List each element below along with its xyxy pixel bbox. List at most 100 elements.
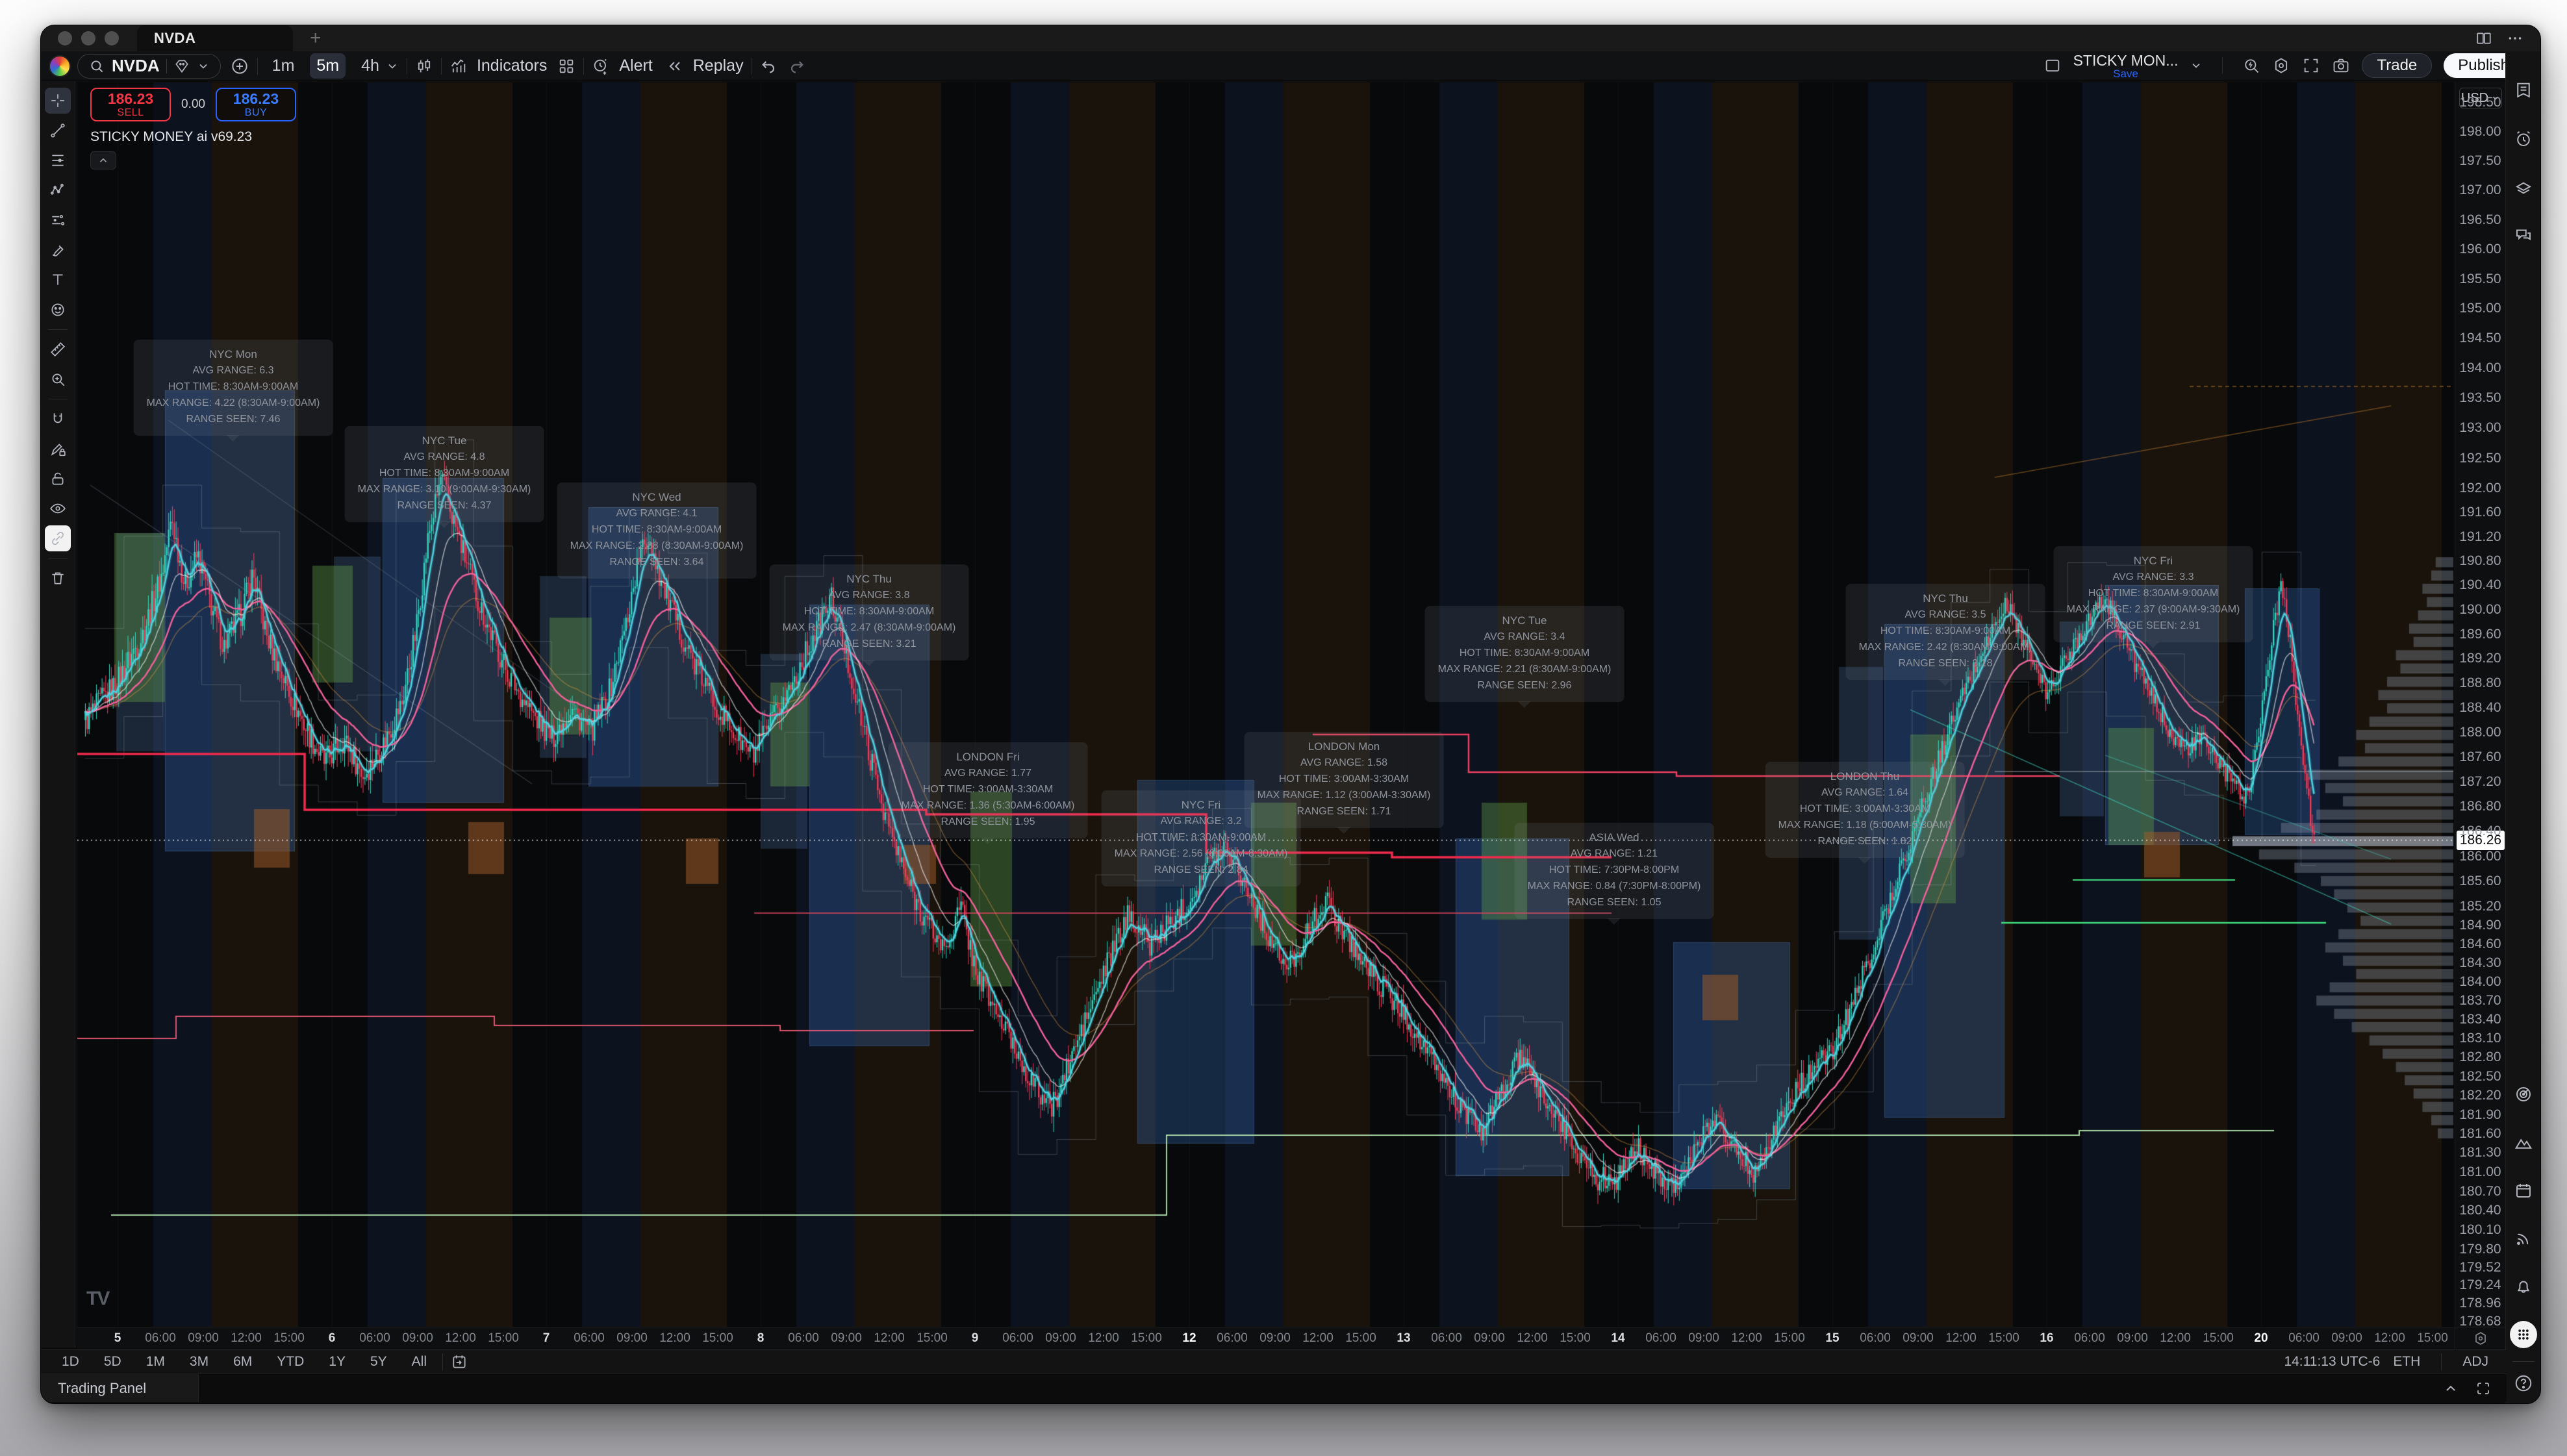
time-tick: 09:00 <box>2117 1331 2148 1345</box>
news-icon[interactable] <box>2510 1225 2537 1252</box>
zoom-in-tool[interactable] <box>45 366 71 392</box>
layout-select-icon[interactable] <box>2043 56 2062 75</box>
app-logo[interactable] <box>49 55 71 77</box>
search-icon <box>88 58 105 75</box>
notifications-bell-icon[interactable] <box>2510 1273 2537 1300</box>
legend-collapse-button[interactable] <box>90 151 116 169</box>
range-all[interactable]: All <box>411 1353 427 1369</box>
brush-tool[interactable] <box>45 237 71 263</box>
economic-calendar-icon[interactable] <box>2510 1177 2537 1204</box>
window-zoom-button[interactable] <box>105 31 119 45</box>
ideas-icon[interactable] <box>2510 1129 2537 1156</box>
screener-radar-icon[interactable] <box>2510 1081 2537 1108</box>
quick-search-icon[interactable] <box>2242 56 2260 75</box>
timeframe-chevron-icon[interactable] <box>386 60 399 73</box>
undo-icon[interactable] <box>760 57 778 75</box>
screener-diamond-icon[interactable] <box>173 58 190 75</box>
range-3m[interactable]: 3M <box>189 1353 209 1369</box>
redo-icon[interactable] <box>787 57 805 75</box>
time-tick: 06:00 <box>359 1331 390 1345</box>
panes-icon[interactable] <box>2475 30 2492 47</box>
watchlist-icon[interactable] <box>2510 77 2537 105</box>
apps-grid-button[interactable] <box>2509 1321 2537 1348</box>
emoji-tool[interactable] <box>45 297 71 323</box>
session-stat-line: AVG RANGE: 6.3 <box>192 365 274 377</box>
fib-retracement-tool[interactable] <box>45 147 71 173</box>
buy-button[interactable]: 186.23 BUY <box>215 88 296 121</box>
panel-maximize-icon[interactable] <box>2475 1381 2491 1396</box>
fullscreen-icon[interactable] <box>2302 56 2320 75</box>
timeframe-4h[interactable]: 4h <box>361 56 379 75</box>
indicator-templates-icon[interactable] <box>557 57 575 75</box>
object-tree-icon[interactable] <box>2510 173 2537 201</box>
range-1m[interactable]: 1M <box>145 1353 165 1369</box>
more-options-icon[interactable] <box>2507 30 2523 47</box>
range-ytd[interactable]: YTD <box>277 1353 305 1369</box>
bottom-bar: 1D 5D 1M 3M 6M YTD 1Y 5Y All 14:11:13 UTC-6 ETH … <box>41 1349 2507 1374</box>
layout-name-button[interactable]: STICKY MON... Save <box>2073 52 2179 80</box>
tab-nvda[interactable]: NVDA <box>137 25 293 51</box>
tradingview-logo[interactable]: TV <box>86 1288 110 1309</box>
time-axis[interactable]: 5 06:00 09:00 12:00 15:00 6 06:00 09:00 12:00 15:… <box>77 1327 2455 1349</box>
hide-drawings[interactable] <box>45 496 71 521</box>
clock[interactable]: 14:11:13 UTC-6 <box>2284 1353 2381 1369</box>
layout-chevron-icon[interactable] <box>2190 59 2203 72</box>
indicators-button[interactable]: Indicators <box>449 56 547 75</box>
range-1y[interactable]: 1Y <box>329 1353 346 1369</box>
new-tab-button[interactable]: + <box>310 27 322 49</box>
chart-area[interactable]: 186.23 SELL 0.00 186.23 BUY STICKY MONEY… <box>77 82 2455 1327</box>
alerts-icon[interactable] <box>2510 125 2537 153</box>
measure-tool[interactable] <box>45 336 71 362</box>
crosshair-tool[interactable] <box>45 88 71 114</box>
magnet-mode[interactable] <box>45 406 71 432</box>
price-chart-canvas[interactable] <box>77 82 2455 1327</box>
snapshot-camera-icon[interactable] <box>2332 56 2350 75</box>
timeframe-1m[interactable]: 1m <box>272 56 295 75</box>
symbol-search[interactable]: NVDA <box>77 53 221 79</box>
axis-settings-cell[interactable] <box>2455 1327 2505 1349</box>
indicator-legend[interactable]: STICKY MONEY ai v69.23 <box>90 129 252 144</box>
trade-button[interactable]: Trade <box>2362 53 2433 79</box>
sync-drawings-tool[interactable] <box>45 525 71 551</box>
stay-in-drawing-mode[interactable] <box>45 436 71 462</box>
pattern-tool[interactable] <box>45 177 71 203</box>
currency-button[interactable]: USD <box>2459 88 2502 108</box>
time-tick: 06:00 <box>1645 1331 1676 1345</box>
layout-save-link[interactable]: Save <box>2113 67 2138 80</box>
go-to-date-icon[interactable] <box>451 1353 468 1370</box>
chat-icon[interactable] <box>2510 221 2537 249</box>
settings-gear-icon[interactable] <box>2272 56 2290 75</box>
sell-button[interactable]: 186.23 SELL <box>90 88 171 121</box>
help-button[interactable] <box>2510 1370 2537 1397</box>
projection-tool[interactable] <box>45 207 71 233</box>
range-6m[interactable]: 6M <box>233 1353 253 1369</box>
price-tick: 190.00 <box>2459 602 2501 618</box>
chart-style-icon[interactable] <box>415 57 433 75</box>
adjusted-button[interactable]: ADJ <box>2462 1353 2488 1369</box>
replay-button[interactable]: Replay <box>666 56 744 75</box>
time-tick-day: 5 <box>114 1331 121 1345</box>
range-5y[interactable]: 5Y <box>370 1353 387 1369</box>
timeframe-5m[interactable]: 5m <box>310 53 346 79</box>
price-tick: 182.80 <box>2459 1049 2501 1065</box>
session-stat-line: MAX RANGE: 1.18 (5:00AM-5:30AM) <box>1778 819 1952 831</box>
remove-drawings[interactable] <box>45 565 71 591</box>
window-minimize-button[interactable] <box>81 31 95 45</box>
price-tick: 198.50 <box>2459 95 2501 110</box>
panel-expand-icon[interactable] <box>2443 1381 2459 1396</box>
price-tick: 191.20 <box>2459 529 2501 544</box>
text-tool[interactable] <box>45 267 71 293</box>
lock-all-drawings[interactable] <box>45 466 71 492</box>
price-axis[interactable]: USD 186.26 198.50 198.00 197.50 197.00 196.5… <box>2455 82 2505 1329</box>
alert-button[interactable]: Alert <box>592 56 653 75</box>
range-5d[interactable]: 5D <box>103 1353 121 1369</box>
text-icon <box>49 271 66 288</box>
trendline-tool[interactable] <box>45 118 71 144</box>
session-eth-button[interactable]: ETH <box>2393 1353 2421 1369</box>
compare-add-icon[interactable] <box>230 56 249 76</box>
time-tick: 09:00 <box>1903 1331 1934 1345</box>
range-1d[interactable]: 1D <box>62 1353 79 1369</box>
window-close-button[interactable] <box>58 31 72 45</box>
trading-panel-tab[interactable]: Trading Panel <box>41 1374 199 1402</box>
divider <box>48 558 68 559</box>
